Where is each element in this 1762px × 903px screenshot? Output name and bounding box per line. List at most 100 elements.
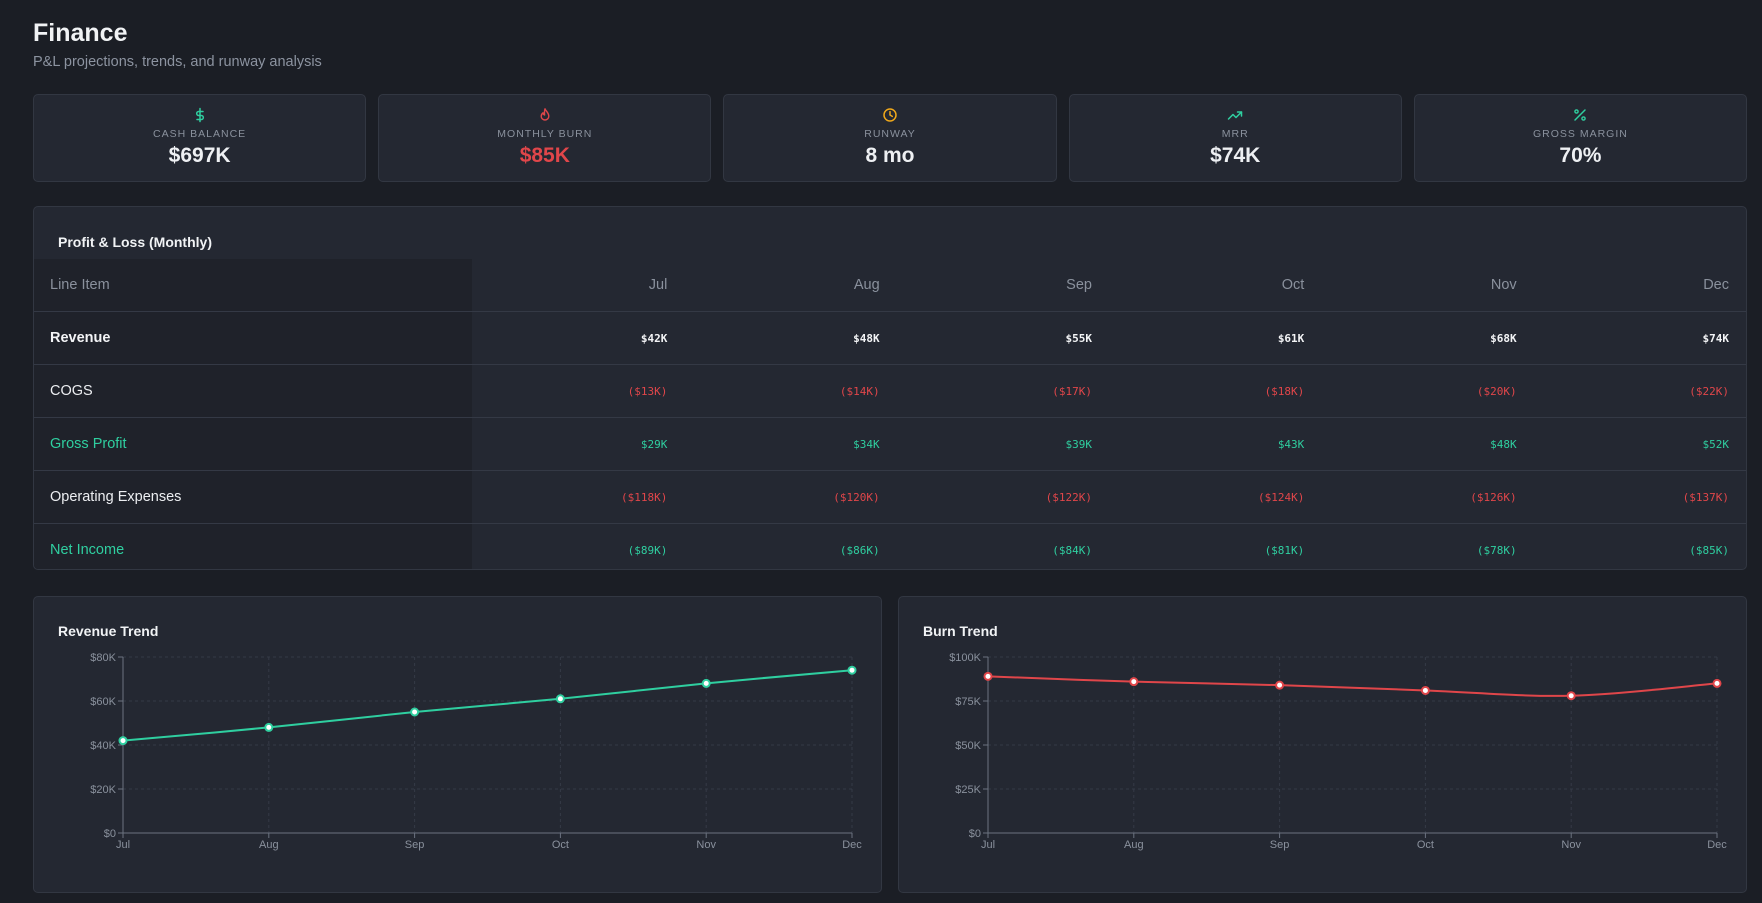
table-cell: ($126K): [1321, 470, 1534, 524]
x-tick-label: Jul: [981, 839, 995, 851]
x-tick-label: Oct: [552, 839, 569, 851]
row-label: Revenue: [34, 311, 472, 365]
data-point: [847, 665, 857, 675]
kpi-row: CASH BALANCE $697K MONTHLY BURN $85K RUNWAY 8…: [33, 94, 1748, 182]
y-tick-label: $50K: [955, 740, 981, 752]
table-cell: $55K: [896, 311, 1109, 365]
burn-trend-title: Burn Trend: [923, 623, 998, 639]
revenue-trend-card: Revenue Trend $0 $20K $40K $60K $80K Jul Aug Se…: [33, 596, 882, 893]
row-label: COGS: [34, 364, 472, 418]
x-tick-label: Dec: [1707, 839, 1727, 851]
table-row: Revenue $42K $48K $55K $61K $68K $74K: [34, 311, 1746, 365]
table-cell: ($17K): [896, 364, 1109, 418]
table-cell: $39K: [896, 417, 1109, 471]
y-tick-label: $60K: [90, 696, 116, 708]
y-tick-label: $40K: [90, 740, 116, 752]
row-label: Gross Profit: [34, 417, 472, 471]
y-tick-label: $80K: [90, 652, 116, 664]
data-point: [701, 678, 711, 688]
table-row: COGS ($13K) ($14K) ($17K) ($18K) ($20K) ($22K): [34, 364, 1746, 418]
table-cell: ($84K): [1052, 543, 1092, 557]
table-cell: $34K: [684, 417, 897, 471]
kpi-value: $697K: [168, 144, 231, 167]
table-cell: ($85K): [1689, 543, 1729, 557]
table-cell: $74K: [1533, 311, 1746, 365]
table-cell: ($118K): [472, 470, 685, 524]
table-cell: ($86K): [839, 543, 880, 557]
kpi-label: CASH BALANCE: [153, 128, 247, 140]
column-header-month: Aug: [684, 259, 897, 312]
x-tick-label: Nov: [696, 839, 716, 851]
data-point: [1275, 680, 1285, 690]
table-row: Net Income ($89K) ($86K) ($84K) ($81K) ($78K)…: [34, 523, 1746, 569]
y-tick-label: $100K: [949, 652, 981, 664]
y-tick-label: $20K: [90, 784, 116, 796]
table-cell: ($78K): [1476, 543, 1517, 557]
x-tick-label: Aug: [1124, 839, 1144, 851]
x-tick-label: Sep: [1270, 839, 1290, 851]
table-cell: ($137K): [1533, 470, 1746, 524]
burn-trend-chart: $0 $25K $50K $75K $100K Jul Aug Sep Oct Nov Dec: [949, 652, 1727, 851]
column-header-month: Dec: [1533, 259, 1746, 312]
table-cell: ($18K): [1108, 364, 1322, 418]
series-line: [987, 675, 1718, 697]
dollar-icon: [195, 107, 204, 123]
kpi-label: GROSS MARGIN: [1532, 128, 1628, 140]
table-row: Gross Profit $29K $34K $39K $43K $48K $52K: [34, 417, 1746, 471]
x-tick-label: Jul: [116, 839, 130, 851]
table-cell: $29K: [472, 417, 685, 471]
data-point: [555, 694, 565, 704]
table-cell: ($22K): [1533, 364, 1746, 418]
profit-loss-table: Line Item Jul Aug Sep Oct Nov Dec Revenue $42K $…: [34, 259, 1746, 569]
kpi-card-mrr: MRR $74K: [1068, 94, 1402, 182]
revenue-trend-chart: $0 $20K $40K $60K $80K Jul Aug Sep Oct Nov Dec: [90, 652, 862, 851]
x-tick-label: Oct: [1417, 839, 1434, 851]
kpi-value: 70%: [1559, 144, 1602, 167]
revenue-trend-title: Revenue Trend: [58, 623, 159, 639]
kpi-card-cash-balance: CASH BALANCE $697K: [33, 94, 367, 182]
table-cell: $52K: [1533, 417, 1746, 471]
burn-trend-card: Burn Trend $0 $25K $50K $75K $100K Jul Aug Sep O…: [898, 596, 1747, 893]
x-tick-label: Nov: [1561, 839, 1581, 851]
table-cell: $42K: [472, 311, 685, 365]
data-point: [1566, 691, 1576, 701]
kpi-value: 8 mo: [865, 144, 915, 167]
data-point: [1712, 678, 1722, 688]
x-tick-label: Aug: [259, 839, 279, 851]
row-label: Net Income: [34, 523, 472, 569]
kpi-card-runway: RUNWAY 8 mo: [723, 94, 1057, 182]
kpi-label: RUNWAY: [864, 128, 916, 140]
y-tick-label: $0: [969, 828, 981, 840]
table-header-row: Line Item Jul Aug Sep Oct Nov Dec: [34, 259, 1746, 312]
table-cell: ($122K): [896, 470, 1109, 524]
data-point: [118, 736, 128, 746]
flame-icon: [540, 108, 550, 121]
trending-up-icon: [1227, 111, 1243, 120]
kpi-value: $74K: [1210, 144, 1261, 167]
data-point: [983, 671, 993, 681]
table-cell: $43K: [1108, 417, 1322, 471]
table-cell: ($124K): [1108, 470, 1322, 524]
page-subtitle: P&L projections, trends, and runway anal…: [33, 54, 322, 70]
table-cell: ($20K): [1321, 364, 1534, 418]
x-tick-label: Dec: [842, 839, 862, 851]
percent-icon: [1574, 109, 1587, 121]
kpi-card-monthly-burn: MONTHLY BURN $85K: [378, 94, 712, 182]
row-label: Operating Expenses: [34, 470, 472, 524]
data-point: [1129, 677, 1139, 687]
column-header-line-item: Line Item: [34, 259, 472, 312]
profit-loss-card: Profit & Loss (Monthly) Line Item Jul Aug S…: [33, 206, 1747, 570]
table-cell: $48K: [684, 311, 897, 365]
table-cell: ($14K): [684, 364, 897, 418]
table-cell: ($13K): [472, 364, 685, 418]
series-line: [122, 669, 853, 742]
column-header-month: Jul: [472, 259, 685, 312]
column-header-month: Oct: [1108, 259, 1322, 312]
kpi-card-gross-margin: GROSS MARGIN 70%: [1413, 94, 1748, 182]
page-title: Finance: [33, 19, 128, 47]
clock-icon: [883, 108, 897, 122]
column-header-month: Sep: [896, 259, 1109, 312]
table-row: Operating Expenses ($118K) ($120K) ($122K)(…: [34, 470, 1746, 524]
page-header: Finance P&L projections, trends, and run…: [33, 18, 322, 70]
data-point: [1420, 685, 1430, 695]
